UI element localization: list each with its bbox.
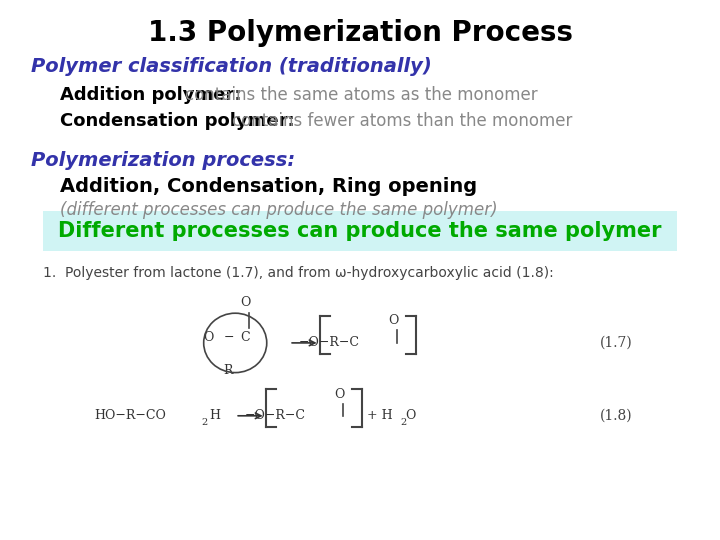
Text: H: H xyxy=(210,409,220,422)
Text: R: R xyxy=(224,364,233,377)
Text: + H: + H xyxy=(367,409,393,422)
Text: 1.  Polyester from lactone (1.7), and from ω-hydroxycarboxylic acid (1.8):: 1. Polyester from lactone (1.7), and fro… xyxy=(43,266,554,280)
Text: O: O xyxy=(240,296,251,309)
Text: contains the same atoms as the monomer: contains the same atoms as the monomer xyxy=(184,86,537,104)
Text: (1.7): (1.7) xyxy=(600,336,633,350)
Text: HO−R−CO: HO−R−CO xyxy=(95,409,166,422)
Text: O: O xyxy=(335,388,345,401)
Text: contains fewer atoms than the monomer: contains fewer atoms than the monomer xyxy=(232,112,572,130)
Text: Polymerization process:: Polymerization process: xyxy=(31,151,295,170)
Text: 1.3 Polymerization Process: 1.3 Polymerization Process xyxy=(148,19,572,47)
Text: O: O xyxy=(203,331,213,344)
Text: Addition polymer:: Addition polymer: xyxy=(60,86,241,104)
Text: O: O xyxy=(389,314,399,327)
FancyBboxPatch shape xyxy=(43,211,677,251)
Text: −O−R−C: −O−R−C xyxy=(246,409,306,422)
Text: Condensation polymer:: Condensation polymer: xyxy=(60,112,294,130)
Text: 2: 2 xyxy=(401,418,407,427)
Text: Different processes can produce the same polymer: Different processes can produce the same… xyxy=(58,221,662,241)
Text: −O−R−C: −O−R−C xyxy=(299,336,360,349)
Text: (different processes can produce the same polymer): (different processes can produce the sam… xyxy=(60,201,498,219)
Text: C: C xyxy=(240,331,250,344)
Text: Addition, Condensation, Ring opening: Addition, Condensation, Ring opening xyxy=(60,177,477,196)
Text: O: O xyxy=(405,409,415,422)
Text: −: − xyxy=(223,331,234,344)
Text: (1.8): (1.8) xyxy=(600,409,633,423)
Text: Polymer classification (traditionally): Polymer classification (traditionally) xyxy=(31,57,431,76)
Text: 2: 2 xyxy=(202,418,208,427)
